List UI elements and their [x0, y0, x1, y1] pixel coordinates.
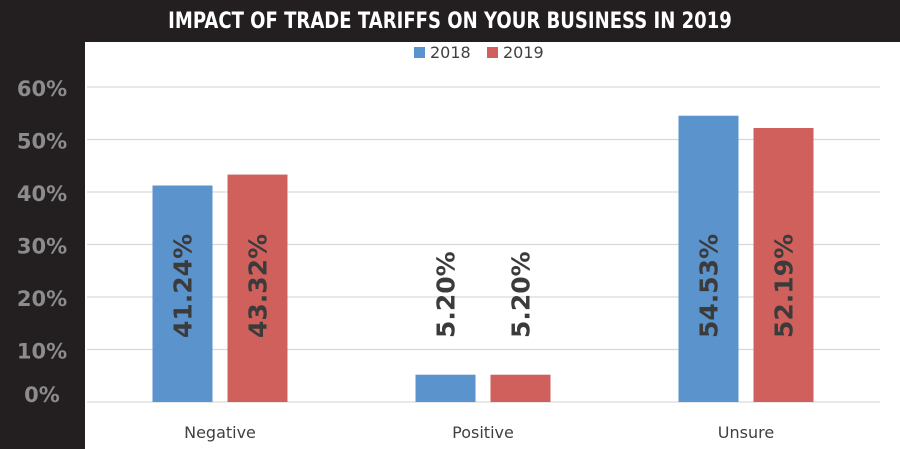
data-label: 52.19%: [770, 234, 799, 338]
y-tick-label: 0%: [24, 383, 60, 407]
y-tick-label: 30%: [17, 235, 67, 259]
x-tick-label: Unsure: [718, 423, 774, 442]
legend-label: 2018: [430, 43, 471, 62]
data-label: 5.20%: [507, 251, 536, 338]
x-tick-label: Negative: [184, 423, 256, 442]
data-label: 41.24%: [169, 234, 198, 338]
legend-swatch: [487, 47, 498, 58]
x-tick-label: Positive: [452, 423, 514, 442]
y-tick-label: 60%: [17, 77, 67, 101]
legend-label: 2019: [503, 43, 544, 62]
bar-2018-positive: [415, 374, 476, 402]
bar-2019-positive: [490, 374, 551, 402]
y-tick-label: 50%: [17, 130, 67, 154]
chart-title: IMPACT OF TRADE TARIFFS ON YOUR BUSINESS…: [168, 8, 732, 34]
bar-2018-negative: [152, 185, 213, 402]
data-label: 5.20%: [432, 251, 461, 338]
data-label: 43.32%: [244, 234, 273, 338]
y-tick-label: 10%: [17, 340, 67, 364]
y-tick-label: 20%: [17, 287, 67, 311]
data-label: 54.53%: [695, 234, 724, 338]
bar-2019-negative: [227, 174, 288, 402]
legend-swatch: [414, 47, 425, 58]
bar-2019-unsure: [753, 128, 814, 402]
y-tick-label: 40%: [17, 182, 67, 206]
bar-2018-unsure: [678, 115, 739, 402]
